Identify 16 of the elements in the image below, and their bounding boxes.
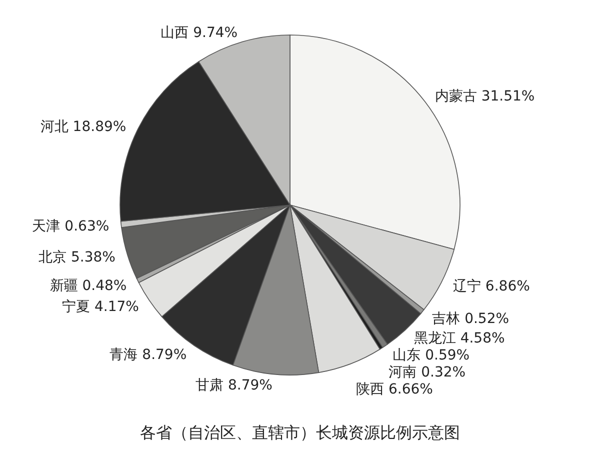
slice-label: 山西 9.74% bbox=[160, 25, 238, 42]
slice-label: 青海 8.79% bbox=[110, 346, 187, 363]
slice-label: 内蒙古 31.51% bbox=[434, 88, 535, 105]
text: 各省（自治区、直辖市）长城资源比例示意图 bbox=[140, 423, 460, 442]
slice-label: 黑龙江 4.58% bbox=[414, 330, 505, 346]
slice-label: 河北 18.89% bbox=[40, 119, 126, 136]
slice-label: 河南 0.32% bbox=[388, 364, 466, 380]
slice-label: 辽宁 6.86% bbox=[453, 278, 530, 294]
slice-label: 天津 0.63% bbox=[32, 218, 110, 235]
slice-label: 宁夏 4.17% bbox=[62, 298, 139, 315]
slice-label: 北京 5.38% bbox=[38, 249, 116, 266]
slice-label: 新疆 0.48% bbox=[50, 278, 127, 294]
slice-label: 陕西 6.66% bbox=[356, 381, 433, 398]
slice-label: 山东 0.59% bbox=[392, 347, 470, 364]
slice-label: 甘肃 8.79% bbox=[196, 377, 273, 394]
slice-label: 吉林 0.52% bbox=[432, 310, 510, 327]
